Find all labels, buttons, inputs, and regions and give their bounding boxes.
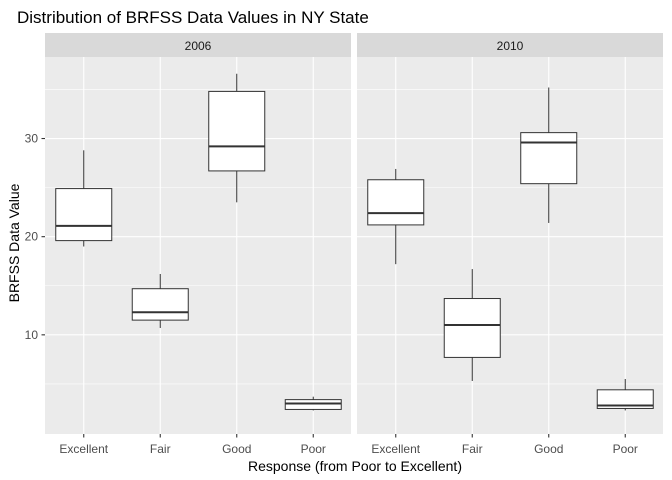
x-tick-label: Fair <box>462 442 483 456</box>
x-tick-label: Good <box>534 442 563 456</box>
facet-panel-2010: 2010 Excellent Fair Good Poor <box>357 33 663 456</box>
facet-strip <box>357 33 663 57</box>
panel-background <box>357 57 663 434</box>
y-tick-label: 30 <box>25 132 39 146</box>
y-tick-label: 20 <box>25 230 39 244</box>
x-tick-label: Poor <box>613 442 638 456</box>
box-iqr <box>520 132 578 185</box>
box-fair <box>443 269 501 381</box>
x-tick-label: Excellent <box>371 442 420 456</box>
box-iqr <box>367 179 425 226</box>
chart-title: Distribution of BRFSS Data Values in NY … <box>17 8 369 27</box>
box-iqr <box>55 188 113 242</box>
facet-strip-label: 2006 <box>185 39 212 53</box>
box-iqr <box>596 389 654 409</box>
x-axis-title: Response (from Poor to Excellent) <box>248 458 462 474</box>
x-tick-label: Fair <box>150 442 171 456</box>
x-tick-label: Excellent <box>59 442 108 456</box>
box-excellent <box>55 150 113 247</box>
facet-strip-label: 2010 <box>497 39 524 53</box>
box-good <box>520 87 578 223</box>
x-tick-label: Poor <box>301 442 326 456</box>
box-poor <box>284 396 342 411</box>
box-good <box>208 73 266 203</box>
y-tick-label: 10 <box>25 328 39 342</box>
box-poor <box>596 379 654 411</box>
box-iqr <box>131 288 189 321</box>
box-iqr <box>208 90 266 172</box>
facet-panel-2006: 2006 Excellent Fair Good Poor <box>45 33 351 456</box>
panel-background <box>45 57 351 434</box>
box-iqr <box>443 298 501 358</box>
y-axis-title: BRFSS Data Value <box>6 183 22 302</box>
x-tick-label: Good <box>222 442 251 456</box>
y-axis: 10 20 30 <box>25 132 45 342</box>
box-excellent <box>367 168 425 265</box>
box-fair <box>131 273 189 328</box>
facet-strip <box>45 33 351 57</box>
